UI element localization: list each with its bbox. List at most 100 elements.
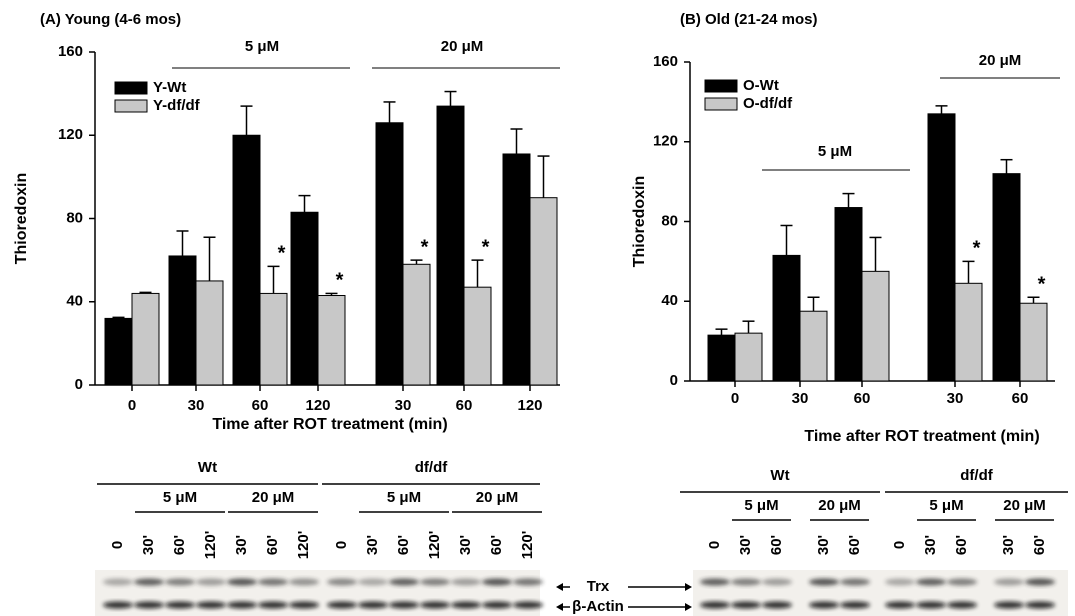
blot-background [95, 570, 540, 616]
trx-band [227, 579, 257, 586]
lane-label: 30' [1000, 535, 1017, 555]
error-bar [843, 194, 855, 208]
significance-mark: * [482, 236, 490, 258]
dose-label: 5 μM [245, 38, 279, 55]
actin-band [482, 602, 512, 609]
actin-band [327, 602, 357, 609]
trx-band [451, 579, 481, 586]
x-tick-label: 0 [128, 397, 136, 414]
x-tick-label: 0 [731, 390, 739, 407]
significance-mark: * [973, 238, 981, 260]
actin-band [916, 602, 946, 609]
error-bar [472, 260, 484, 287]
bar [132, 293, 159, 385]
legend-label: Y-df/df [153, 97, 201, 114]
error-bar [384, 102, 396, 123]
marker-arrowhead [685, 583, 692, 591]
error-bar [716, 329, 728, 335]
marker-arrowhead [685, 603, 692, 611]
trx-band [289, 579, 319, 586]
actin-band [258, 602, 288, 609]
actin-band [103, 602, 133, 609]
dose-label: 20 μM [979, 52, 1022, 69]
dose-label: 20 μM [476, 489, 519, 506]
x-tick-label: 60 [456, 397, 473, 414]
trx-band [809, 579, 839, 586]
error-bar [963, 261, 975, 283]
bar [291, 212, 318, 385]
bar [862, 271, 889, 381]
lane-label: 60' [953, 535, 970, 555]
x-tick-label: 120 [305, 397, 330, 414]
error-bar [177, 231, 189, 256]
error-bar [743, 321, 755, 333]
blot-background [693, 570, 1068, 616]
y-axis-label: Thioredoxin [631, 176, 648, 268]
actin-band [885, 602, 915, 609]
lane-label: 30' [457, 535, 474, 555]
lane-label: 120' [295, 531, 312, 560]
bar [835, 208, 862, 381]
dose-label: 5 μM [929, 497, 963, 514]
trx-band [258, 579, 288, 586]
error-bar [538, 156, 550, 198]
actin-band [420, 602, 450, 609]
dose-label: 5 μM [387, 489, 421, 506]
legend-label: O-Wt [743, 77, 779, 94]
actin-band [809, 602, 839, 609]
y-tick-label: 40 [661, 292, 678, 309]
actin-band [700, 602, 730, 609]
error-bar [445, 92, 457, 107]
dose-label: 20 μM [441, 38, 484, 55]
lane-label: 30' [140, 535, 157, 555]
legend-label: O-df/df [743, 95, 793, 112]
trx-band [134, 579, 164, 586]
error-bar [511, 129, 523, 154]
trx-band [196, 579, 226, 586]
actin-band [289, 602, 319, 609]
dose-label: 20 μM [818, 497, 861, 514]
genotype-label: Wt [770, 467, 789, 484]
bar [437, 106, 464, 385]
y-tick-label: 160 [58, 43, 83, 60]
bar [928, 114, 955, 381]
significance-mark: * [1038, 274, 1046, 296]
bar [105, 318, 132, 385]
lane-label: 120' [202, 531, 219, 560]
actin-band [134, 602, 164, 609]
figure: (A) Young (4-6 mos)ThioredoxinTime after… [0, 0, 1075, 616]
trx-band [165, 579, 195, 586]
lane-label: 30' [364, 535, 381, 555]
legend-label: Y-Wt [153, 79, 186, 96]
x-tick-label: 30 [947, 390, 964, 407]
y-tick-label: 120 [58, 126, 83, 143]
error-bar [1001, 160, 1013, 174]
actin-band [947, 602, 977, 609]
lane-label: 0 [891, 541, 908, 549]
bar [233, 135, 260, 385]
y-tick-label: 120 [653, 133, 678, 150]
lane-label: 120' [426, 531, 443, 560]
bar [318, 296, 345, 385]
bar [773, 255, 800, 381]
dose-label: 20 μM [1003, 497, 1046, 514]
dose-label: 5 μM [818, 143, 852, 160]
trx-band [103, 579, 133, 586]
actin-band [762, 602, 792, 609]
lane-label: 60' [171, 535, 188, 555]
error-bar [936, 106, 948, 114]
y-axis-label: Thioredoxin [13, 173, 30, 265]
trx-band [327, 579, 357, 586]
lane-label: 60' [264, 535, 281, 555]
bar [376, 123, 403, 385]
lane-label: 0 [333, 541, 350, 549]
bar [1020, 303, 1047, 381]
bar [403, 264, 430, 385]
legend-swatch [705, 98, 737, 110]
error-bar [268, 266, 280, 293]
lane-label: 0 [706, 541, 723, 549]
x-tick-label: 120 [517, 397, 542, 414]
x-tick-label: 30 [792, 390, 809, 407]
bar [260, 293, 287, 385]
error-bar [870, 237, 882, 271]
